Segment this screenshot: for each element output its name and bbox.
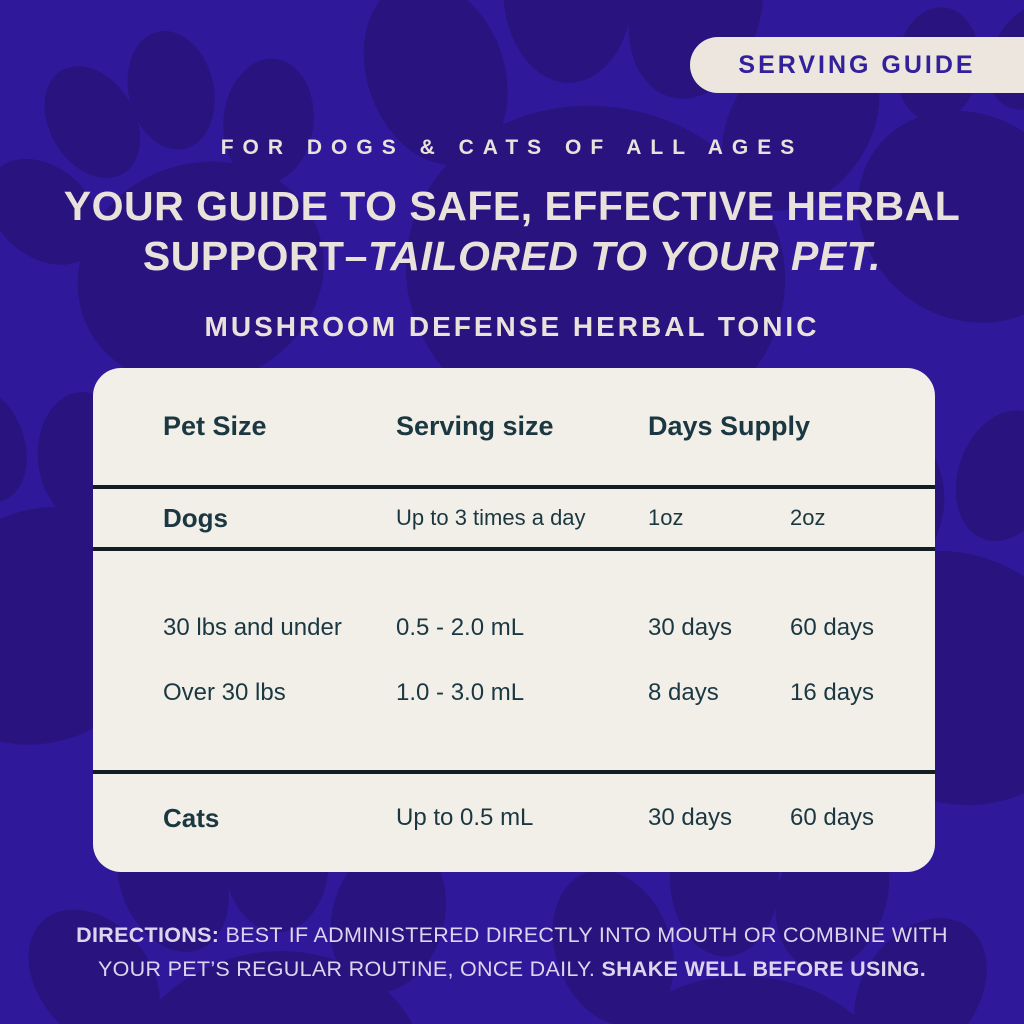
page-title: YOUR GUIDE TO SAFE, EFFECTIVE HERBAL SUP… <box>0 181 1024 281</box>
table-header-row: Pet Size Serving size Days Supply <box>93 368 935 489</box>
table-row-dogs: Dogs Up to 3 times a day 1oz 2oz <box>93 489 935 551</box>
row-dogs-pet-size: Dogs <box>163 502 228 533</box>
row-dogs-serving: Up to 3 times a day <box>396 505 586 530</box>
table-dog-weight-rows: 30 lbs and under 0.5 - 2.0 mL 30 days 60… <box>93 551 935 774</box>
directions-line2-rest: YOUR PET’S REGULAR ROUTINE, ONCE DAILY. <box>98 957 602 982</box>
column-header-pet-size: Pet Size <box>163 411 267 441</box>
directions-line1-rest: BEST IF ADMINISTERED DIRECTLY INTO MOUTH… <box>219 923 948 947</box>
table-row-cats: Cats Up to 0.5 mL 30 days 60 days <box>93 774 935 872</box>
row-under30-supply-2oz: 60 days <box>790 614 875 641</box>
page-title-line1: YOUR GUIDE TO SAFE, EFFECTIVE HERBAL <box>63 183 961 229</box>
row-cats-supply-1oz: 30 days <box>648 804 733 831</box>
column-header-days-supply: Days Supply <box>648 411 811 441</box>
row-over30-supply-2oz: 16 days <box>790 679 875 706</box>
row-over30-pet-size: Over 30 lbs <box>163 679 286 706</box>
product-name: MUSHROOM DEFENSE HERBAL TONIC <box>204 311 820 342</box>
page-title-line2-italic: TAILORED TO YOUR PET. <box>367 233 882 280</box>
column-header-serving-size: Serving size <box>396 411 554 441</box>
directions-line2: YOUR PET’S REGULAR ROUTINE, ONCE DAILY. … <box>37 952 987 986</box>
eyebrow-text: FOR DOGS & CATS OF ALL AGES <box>220 136 804 159</box>
table-row-over-30lbs: Over 30 lbs 1.0 - 3.0 mL 8 days 16 days <box>93 679 935 707</box>
row-cats-supply-2oz: 60 days <box>790 804 875 831</box>
directions-line1: DIRECTIONS: BEST IF ADMINISTERED DIRECTL… <box>37 918 987 952</box>
row-dogs-supply-1oz: 1oz <box>648 505 684 530</box>
row-under30-serving: 0.5 - 2.0 mL <box>396 614 525 641</box>
table-row-under-30lbs: 30 lbs and under 0.5 - 2.0 mL 30 days 60… <box>93 614 935 642</box>
row-under30-pet-size: 30 lbs and under <box>163 614 342 641</box>
directions-section: DIRECTIONS: BEST IF ADMINISTERED DIRECTL… <box>0 918 1024 987</box>
serving-guide-badge: SERVING GUIDE <box>690 37 1024 93</box>
page-title-line2-prefix: SUPPORT– <box>142 233 368 280</box>
directions-label: DIRECTIONS: <box>76 923 220 947</box>
serving-table-card: Pet Size Serving size Days Supply Dogs U… <box>93 368 935 872</box>
row-over30-supply-1oz: 8 days <box>648 679 719 706</box>
row-under30-supply-1oz: 30 days <box>648 614 733 641</box>
row-cats-serving: Up to 0.5 mL <box>396 804 534 831</box>
row-cats-pet-size: Cats <box>163 802 220 833</box>
directions-emphasis: SHAKE WELL BEFORE USING. <box>601 957 926 982</box>
row-over30-serving: 1.0 - 3.0 mL <box>396 679 525 706</box>
row-dogs-supply-2oz: 2oz <box>790 505 826 530</box>
serving-guide-badge-label: SERVING GUIDE <box>738 50 976 79</box>
directions-text: DIRECTIONS: BEST IF ADMINISTERED DIRECTL… <box>37 918 987 987</box>
page-title-line2: SUPPORT–TAILORED TO YOUR PET. <box>0 231 1024 281</box>
